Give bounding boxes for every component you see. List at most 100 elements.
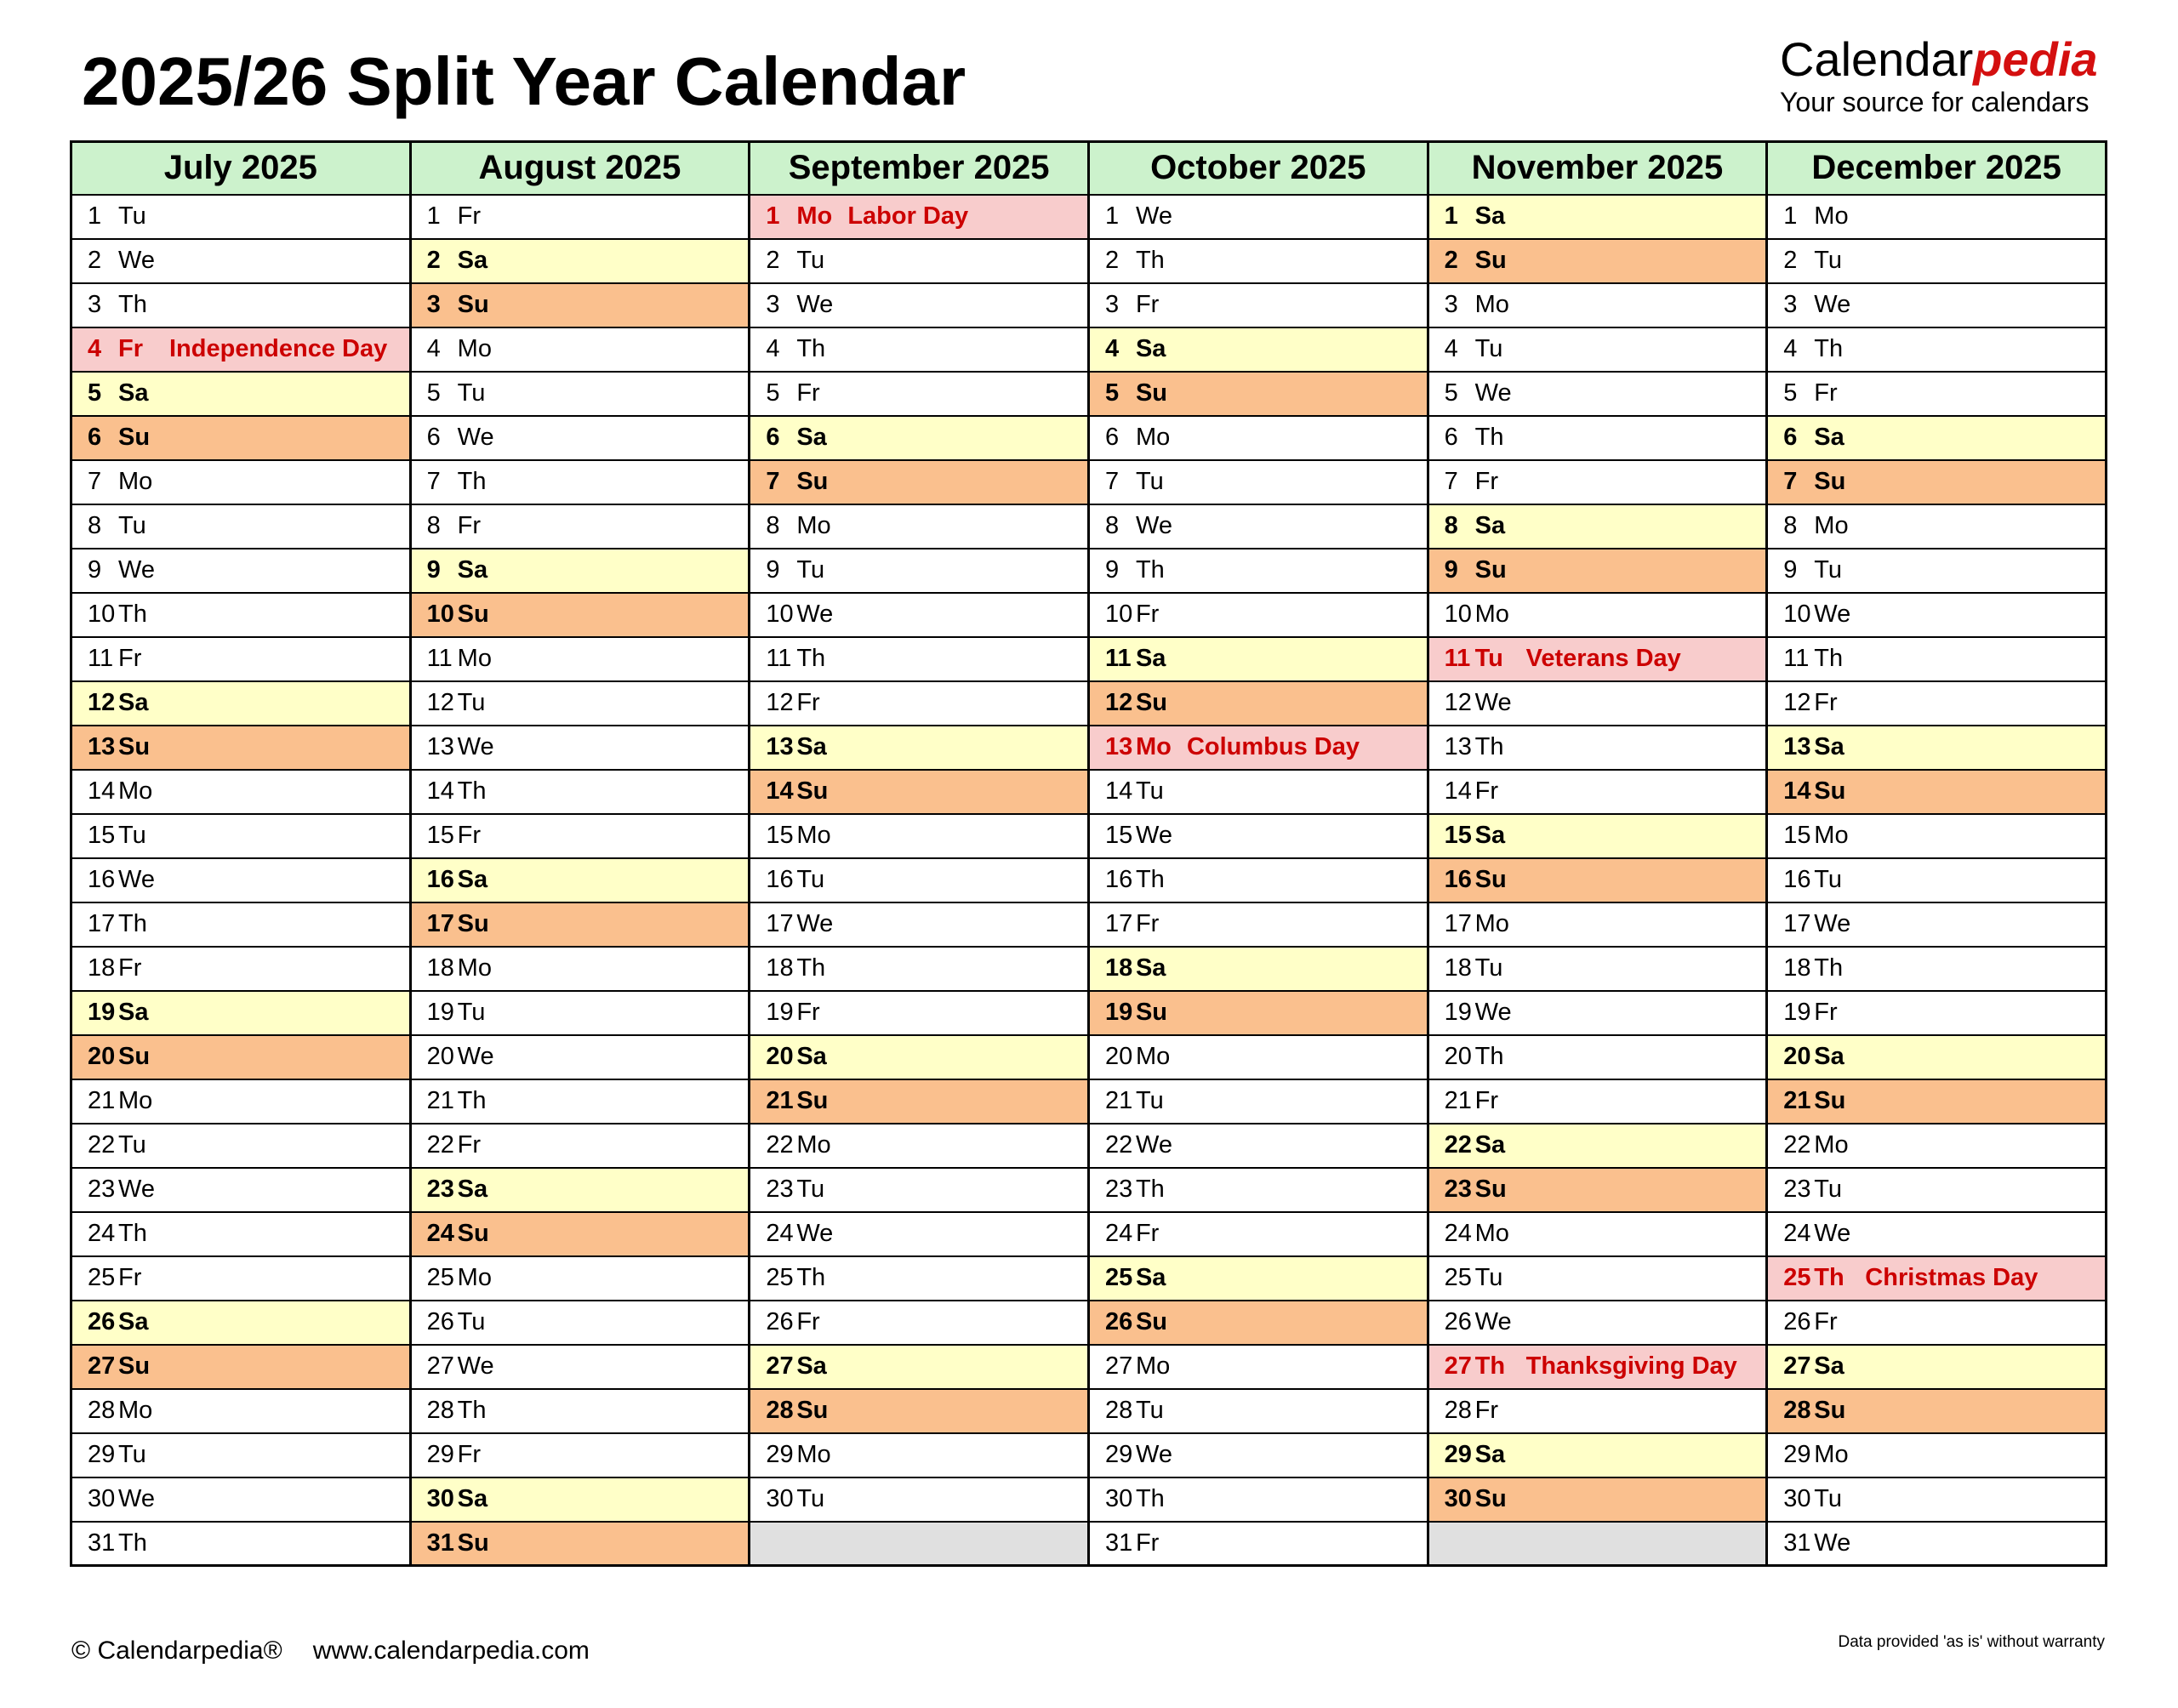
day-cell: 29 Sa — [1426, 1432, 1769, 1478]
day-number: 5 — [426, 379, 441, 407]
weekday-abbreviation: Su — [457, 1529, 489, 1557]
weekday-abbreviation: We — [118, 247, 155, 274]
day-cell: 15 Fr — [408, 812, 751, 859]
weekday-abbreviation: Th — [1135, 1176, 1165, 1203]
weekday-abbreviation: Th — [457, 777, 487, 805]
weekday-abbreviation: Sa — [1474, 202, 1506, 230]
day-cell: 12 We — [1426, 680, 1769, 726]
month-header: October 2025 — [1086, 140, 1429, 196]
day-cell: 5 Tu — [408, 370, 751, 417]
month-header: August 2025 — [408, 140, 751, 196]
weekday-abbreviation: Mo — [118, 468, 153, 495]
weekday-abbreviation: Th — [1474, 1043, 1504, 1070]
day-number: 27 — [766, 1352, 794, 1380]
day-number: 1 — [766, 202, 780, 230]
weekday-abbreviation: We — [1474, 999, 1512, 1026]
day-cell: 3 We — [748, 282, 1090, 328]
day-cell: 28 Su — [748, 1387, 1090, 1434]
weekday-abbreviation: Th — [796, 954, 826, 982]
weekday-abbreviation: Sa — [796, 733, 827, 760]
weekday-abbreviation: Su — [796, 1397, 829, 1424]
day-number: 16 — [766, 866, 794, 893]
day-cell: 24 We — [1765, 1210, 2107, 1257]
weekday-abbreviation: Sa — [1474, 1441, 1506, 1468]
calendar-row: 3 Th 3 Su 3 We 3 Fr 3 Mo 3 We — [70, 282, 2107, 328]
weekday-abbreviation: Tu — [1135, 1397, 1164, 1424]
day-cell: 10 Su — [408, 591, 751, 638]
day-number: 16 — [426, 866, 454, 893]
day-number: 28 — [1104, 1397, 1133, 1424]
calendar-row: 31 Th 31 Su 31 Fr 31 We — [70, 1520, 2107, 1567]
day-cell: 3 Th — [70, 282, 412, 328]
day-number: 8 — [766, 512, 780, 539]
calendar-row: 5 Sa 5 Tu 5 Fr 5 Su 5 We 5 Fr — [70, 370, 2107, 417]
calendar-row: 1 Tu 1 Fr 1 Mo Labor Day 1 We 1 Sa 1 Mo — [70, 193, 2107, 240]
day-number: 18 — [766, 954, 794, 982]
day-cell: 2 Sa — [408, 237, 751, 284]
day-cell: 16 Tu — [748, 857, 1090, 903]
day-number: 12 — [426, 689, 454, 716]
weekday-abbreviation: Tu — [118, 1131, 146, 1159]
weekday-abbreviation: Su — [118, 733, 151, 760]
day-cell: 9 Su — [1426, 547, 1769, 594]
day-number: 17 — [1444, 910, 1472, 937]
calendar-row: 22 Tu 22 Fr 22 Mo 22 We 22 Sa 22 Mo — [70, 1122, 2107, 1169]
day-number: 15 — [1444, 822, 1472, 849]
day-number: 13 — [1783, 733, 1811, 760]
weekday-abbreviation: Tu — [1474, 335, 1503, 362]
day-cell: 17 Mo — [1426, 901, 1769, 948]
weekday-abbreviation: Fr — [1474, 1397, 1498, 1424]
weekday-abbreviation: Mo — [796, 1131, 831, 1159]
day-number: 21 — [1783, 1087, 1811, 1114]
weekday-abbreviation: Tu — [1814, 247, 1843, 274]
day-cell: 9 Tu — [748, 547, 1090, 594]
weekday-abbreviation: We — [796, 1220, 834, 1247]
day-cell: 19 Fr — [748, 989, 1090, 1036]
weekday-abbreviation: We — [457, 1043, 494, 1070]
weekday-abbreviation: Sa — [118, 999, 149, 1026]
weekday-abbreviation: Su — [457, 910, 489, 937]
weekday-abbreviation: Tu — [796, 1176, 825, 1203]
day-cell: 1 Tu — [70, 193, 412, 240]
calendarpedia-logo: Calendarpedia — [1780, 34, 2098, 85]
day-number: 24 — [1783, 1220, 1811, 1247]
weekday-abbreviation: Su — [1135, 1308, 1168, 1335]
weekday-abbreviation: Fr — [1814, 1308, 1838, 1335]
day-cell: 23 Th — [1086, 1166, 1429, 1213]
weekday-abbreviation: Mo — [1135, 733, 1172, 760]
calendar-row: 11 Fr 11 Mo 11 Th 11 Sa 11 Tu Veterans Day 11 Th — [70, 635, 2107, 682]
day-cell: 30 We — [70, 1476, 412, 1523]
weekday-abbreviation: Su — [1135, 999, 1168, 1026]
day-number: 4 — [1783, 335, 1798, 362]
weekday-abbreviation: Tu — [1135, 468, 1164, 495]
day-cell: 21 Mo — [70, 1078, 412, 1124]
day-number: 8 — [1104, 512, 1120, 539]
day-number: 8 — [1444, 512, 1458, 539]
day-number: 10 — [426, 601, 454, 628]
day-cell: 22 Tu — [70, 1122, 412, 1169]
day-number: 23 — [1104, 1176, 1133, 1203]
calendar-row: 13 Su 13 We 13 Sa 13 Mo Columbus Day 13 Th 13 Sa — [70, 724, 2107, 771]
day-cell: 16 We — [70, 857, 412, 903]
weekday-abbreviation: Su — [1814, 777, 1846, 805]
day-number: 14 — [1104, 777, 1133, 805]
day-cell: 28 Mo — [70, 1387, 412, 1434]
day-cell: 13 Th — [1426, 724, 1769, 771]
weekday-abbreviation: Th — [1474, 424, 1504, 451]
day-number: 4 — [1444, 335, 1458, 362]
weekday-abbreviation: Mo — [457, 645, 492, 672]
calendar-row: 29 Tu 29 Fr 29 Mo 29 We 29 Sa 29 Mo — [70, 1432, 2107, 1478]
holiday-day-cell: 1 Mo Labor Day — [748, 193, 1090, 240]
day-number: 6 — [1783, 424, 1798, 451]
day-cell: 11 Sa — [1086, 635, 1429, 682]
day-number: 9 — [426, 556, 441, 584]
weekday-abbreviation: Th — [1814, 1264, 1844, 1291]
calendar-row: 21 Mo 21 Th 21 Su 21 Tu 21 Fr 21 Su — [70, 1078, 2107, 1124]
day-number: 20 — [1104, 1043, 1133, 1070]
day-number: 22 — [1783, 1131, 1811, 1159]
weekday-abbreviation: Th — [1135, 247, 1165, 274]
day-cell: 25 Mo — [408, 1255, 751, 1301]
day-cell: 23 Sa — [408, 1166, 751, 1213]
day-cell: 6 Su — [70, 414, 412, 461]
day-number: 21 — [1104, 1087, 1133, 1114]
